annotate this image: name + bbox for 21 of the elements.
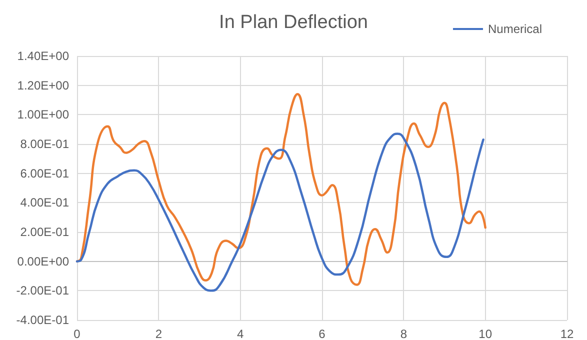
y-tick-label: 8.00E-01 [20, 137, 70, 151]
x-tick-label: 10 [478, 327, 492, 340]
y-tick-label: 4.00E-01 [20, 196, 70, 210]
chart-title: In Plan Deflection [219, 12, 368, 33]
y-tick-label: 2.00E-01 [20, 225, 70, 239]
legend-label: Numerical [488, 22, 542, 36]
y-tick-label: 1.00E+00 [17, 108, 70, 122]
y-tick-label: 6.00E-01 [20, 166, 70, 180]
x-tick-label: 8 [400, 327, 408, 340]
y-tick-label: -2.00E-01 [16, 284, 70, 298]
line-series [76, 93, 486, 286]
x-tick-label: 4 [236, 327, 244, 340]
line-series [76, 132, 484, 292]
y-tick-label: 1.40E+00 [17, 49, 70, 63]
x-tick-label: 6 [318, 327, 326, 340]
x-tick-label: 12 [560, 327, 574, 340]
x-tick-label: 2 [155, 327, 162, 340]
y-tick-label: 1.20E+00 [17, 78, 70, 92]
x-tick-label: 0 [74, 327, 81, 340]
y-tick-label: 0.00E+00 [17, 254, 70, 268]
y-tick-label: -4.00E-01 [16, 313, 70, 327]
